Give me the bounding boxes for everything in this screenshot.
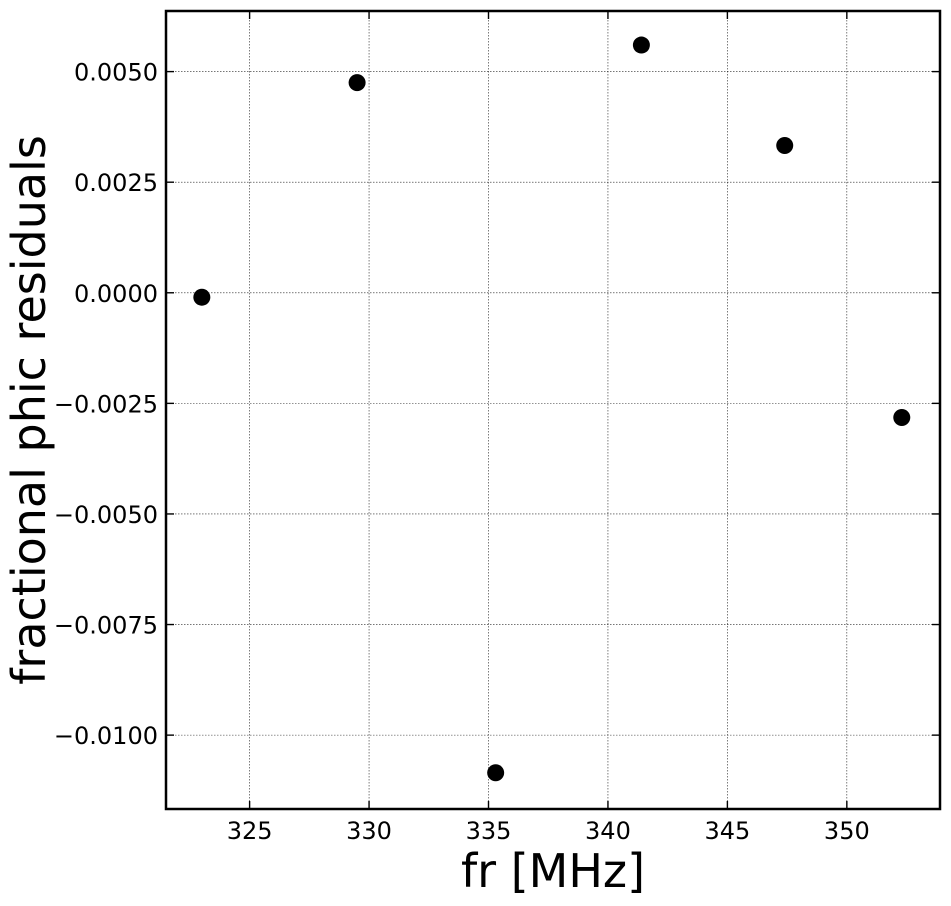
y-tick-label: −0.0075 <box>54 612 158 640</box>
x-tick-label: 330 <box>346 817 392 845</box>
grid-layer <box>166 11 940 809</box>
y-tick-label: 0.0050 <box>74 59 158 87</box>
y-tick-label: 0.0025 <box>74 169 158 197</box>
data-point <box>348 74 366 92</box>
x-tick-label: 325 <box>227 817 273 845</box>
y-tick-label: −0.0025 <box>54 390 158 418</box>
x-tick-label: 345 <box>704 817 750 845</box>
data-point <box>193 288 211 306</box>
ticks-layer: 325 330 335 340 345 350 0.0050 0.0025 0.0000 −0.0… <box>54 11 940 845</box>
y-tick-label: 0.0000 <box>74 280 158 308</box>
plot-frame <box>164 9 942 811</box>
x-axis-label: fr [MHz] <box>461 844 645 898</box>
y-tick-label: −0.0100 <box>54 722 158 750</box>
y-tick-label: −0.0050 <box>54 501 158 529</box>
x-tick-label: 335 <box>466 817 512 845</box>
y-axis-label: fractional phic residuals <box>2 135 56 685</box>
data-point <box>487 764 505 782</box>
points-layer <box>193 36 911 782</box>
data-point <box>632 36 650 54</box>
x-tick-label: 340 <box>585 817 631 845</box>
x-tick-label: 350 <box>824 817 870 845</box>
data-point <box>776 136 794 154</box>
data-point <box>893 409 911 427</box>
